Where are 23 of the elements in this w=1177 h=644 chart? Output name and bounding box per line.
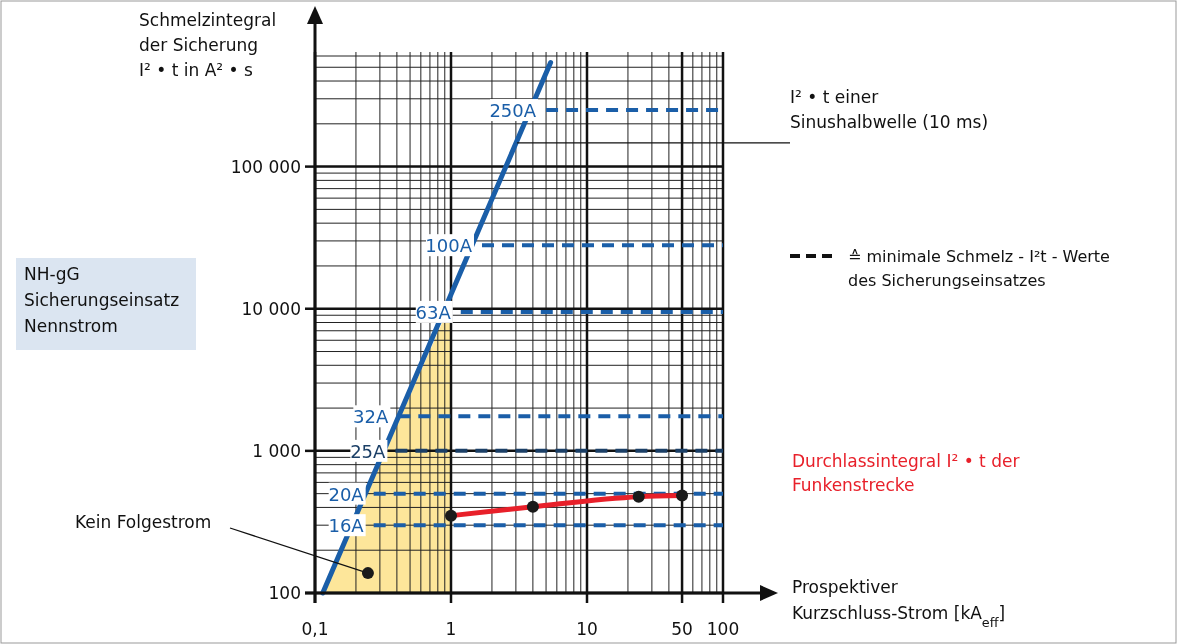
x-tick-label: 0,1: [301, 619, 329, 639]
y-axis-title: Schmelzintegral der Sicherung I² • t in A² • s: [139, 10, 277, 80]
series-label: 16A: [328, 515, 365, 537]
series-label: 25A: [350, 440, 387, 462]
series-label: 100A: [425, 235, 473, 257]
series-label: 250A: [489, 100, 537, 122]
annotation: Kein Folgestrom: [75, 512, 212, 532]
x-tick-label: 1: [445, 619, 457, 639]
y-tick-label: 10 000: [241, 298, 301, 319]
x-tick-label: 50: [671, 619, 693, 639]
series-label: 63A: [415, 301, 452, 323]
series-label: 20A: [328, 483, 365, 505]
y-tick-label: 100 000: [230, 156, 301, 177]
y-tick-label: 100: [268, 583, 301, 603]
series-label: 32A: [353, 406, 390, 428]
text: Durchlassintegral I² • t der Funkenstrecke: [792, 451, 1020, 495]
x-axis-title: Prospektiver Kurzschluss-Strom [kA$_{eff}$]: [792, 577, 1006, 630]
text: ≙ minimale Schmelz - I²t - Werte des Sicherungseinsatzes: [848, 247, 1110, 290]
legend-title: NH-gG Sicherungseinsatz Nennstrom: [24, 264, 180, 336]
x-tick-label: 100: [706, 619, 740, 639]
annotation: I² • t einer Sinushalbwelle (10 ms): [790, 86, 989, 132]
y-tick-label: 1 000: [252, 440, 301, 461]
x-tick-label: 10: [576, 619, 598, 639]
